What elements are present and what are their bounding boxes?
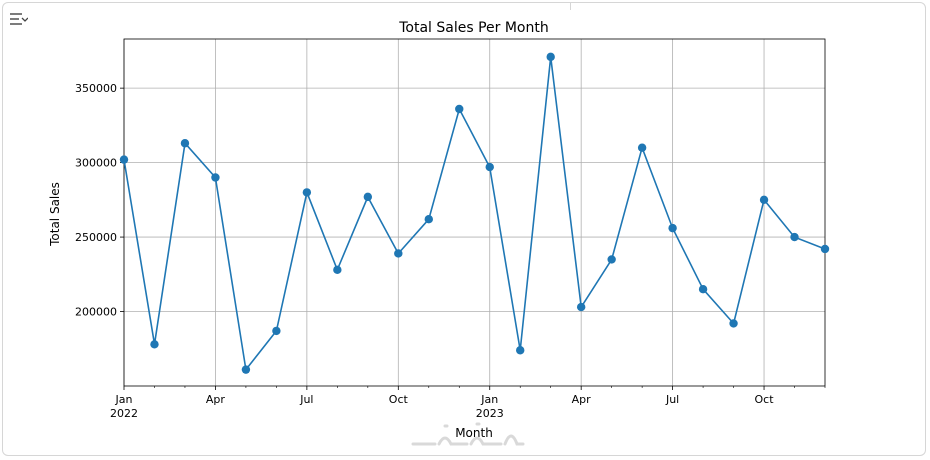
data-point [485,162,494,172]
data-point [394,249,403,258]
data-point [241,365,251,374]
data-point [637,143,647,152]
x-tick-label: Jan [115,393,133,406]
data-point [333,265,342,275]
x-tick-year-label: 2023 [476,407,504,420]
x-tick-year-label: 2022 [110,407,138,420]
y-tick-label: 350000 [75,82,117,95]
y-tick-label: 200000 [75,306,117,319]
data-point [698,284,708,294]
data-point [119,155,129,164]
y-tick-label: 300000 [75,157,117,170]
data-point [302,188,312,197]
data-point [668,223,677,233]
y-axis-label: Total Sales [48,182,62,247]
data-point [150,340,159,349]
data-point [759,195,769,205]
data-point [180,139,190,148]
data-point [820,244,830,254]
output-toggle-icon[interactable] [8,10,28,28]
data-point [424,215,433,224]
data-point [729,319,738,328]
x-tick-label: Apr [572,393,592,406]
y-tick-label: 250000 [75,231,117,244]
plot-frame [123,38,826,387]
cell-divider [570,2,571,10]
data-point [546,52,555,62]
x-tick-label: Oct [389,393,409,406]
data-point [272,326,281,336]
x-tick-label: Oct [755,393,775,406]
series-layer [119,52,830,374]
data-point [576,302,586,312]
x-tick-label: Jul [665,393,679,406]
chart-title: Total Sales Per Month [398,20,549,36]
x-tick-label: Jan [480,393,498,406]
data-point [607,255,616,264]
data-point [516,346,525,355]
series-line [123,56,826,372]
data-point [455,104,464,114]
x-tick-label: Apr [206,393,226,406]
data-point [363,192,373,202]
grid-lines [123,39,825,386]
data-point [211,173,220,182]
data-point [790,232,799,242]
x-axis-label: Month [455,426,493,440]
x-tick-label: Jul [299,393,313,406]
